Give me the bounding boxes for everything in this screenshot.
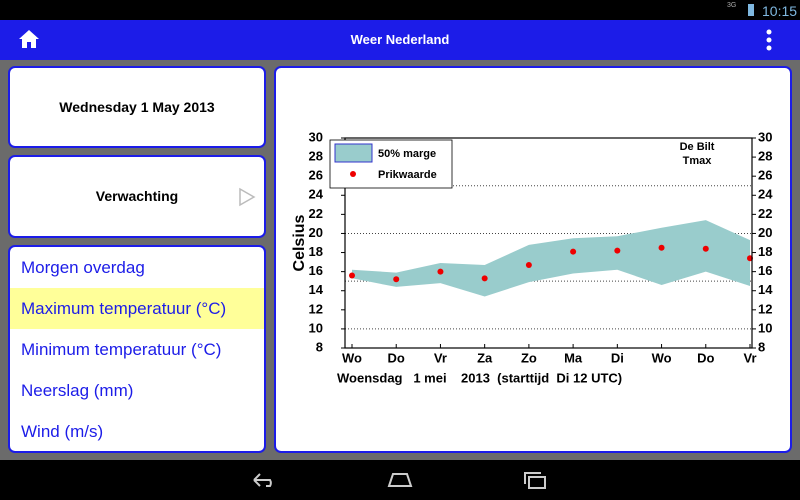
y2-tick-label: 24 [758, 187, 773, 202]
date-text: Wednesday 1 May 2013 [59, 99, 215, 115]
legend-label: Prikwaarde [378, 169, 437, 181]
battery-icon [748, 4, 754, 16]
network: 3G [727, 2, 737, 9]
point [437, 268, 444, 275]
x-tick-label: Wo [652, 350, 672, 365]
x-tick-label: Zo [521, 350, 537, 365]
menu-item[interactable]: Neerslag (mm) [21, 381, 134, 400]
y-tick-label: 30 [309, 129, 323, 144]
y2-tick-label: 14 [758, 282, 773, 297]
recents-button[interactable] [520, 470, 550, 490]
x-tick-label: Za [477, 350, 493, 365]
clock: 10:15 [762, 3, 798, 19]
status-bar: 3G 10:15 [0, 0, 800, 20]
y-tick-label: 24 [309, 187, 324, 202]
band-area [352, 220, 750, 297]
annotation: De Bilt [680, 141, 715, 153]
y-tick-label: 16 [309, 263, 323, 278]
point [570, 248, 577, 255]
nav-bar [0, 460, 800, 500]
x-tick-label: Di [611, 350, 624, 365]
y-tick-label: 10 [309, 320, 323, 335]
y-tick-label: 14 [309, 282, 324, 297]
point [349, 272, 355, 279]
annotation: Tmax [683, 155, 713, 167]
app-title: Weer Nederland [350, 32, 450, 47]
menu-item[interactable]: Wind (m/s) [21, 422, 104, 441]
y2-tick-label: 12 [758, 301, 772, 316]
menu-card: Morgen overdag Maximum temperatuur (°C) Mi… [8, 245, 266, 453]
point [393, 276, 400, 283]
plot-frame [344, 137, 753, 349]
y-axis-label: Celsius [291, 214, 308, 271]
play-icon [239, 187, 256, 207]
y2-tick-label: 28 [758, 149, 772, 164]
menu-item[interactable]: Morgen overdag [21, 258, 145, 277]
x-tick-label: Do [388, 350, 405, 365]
legend-label: 50% marge [378, 148, 436, 160]
date-card: Wednesday 1 May 2013 [8, 66, 266, 148]
app-bar: Weer Nederland [0, 20, 800, 60]
x-caption: Woensdag 1 mei 2013 (starttijd Di 12 UTC… [337, 370, 622, 385]
y2-tick-label: 16 [758, 263, 772, 278]
point [658, 244, 665, 251]
y-tick-label: 20 [309, 225, 323, 240]
point [614, 247, 621, 254]
x-tick-label: Wo [342, 350, 362, 365]
y2-tick-label: 10 [758, 320, 772, 335]
home-button[interactable] [18, 29, 40, 49]
y2-tick-label: 18 [758, 244, 772, 259]
menu-item[interactable]: Minimum temperatuur (°C) [21, 340, 222, 359]
point [481, 275, 488, 282]
y-tick-label: 12 [309, 301, 323, 316]
forecast-text: Verwachting [95, 188, 179, 204]
back-button[interactable] [250, 470, 280, 490]
x-tick-label: Do [697, 350, 714, 365]
y2-tick-label: 26 [758, 168, 772, 183]
y2-tick-label: 22 [758, 206, 772, 221]
y2-tick-label: 30 [758, 129, 772, 144]
y-tick-label: 18 [309, 244, 323, 259]
y2-tick-label: 20 [758, 225, 772, 240]
x-tick-label: Vr [434, 350, 447, 365]
overflow-menu[interactable] [765, 28, 773, 52]
y2-tick-label: 8 [758, 339, 765, 354]
y-tick-label: 8 [316, 339, 323, 354]
x-tick-label: Ma [564, 350, 583, 365]
y-tick-label: 28 [309, 149, 323, 164]
point [525, 261, 532, 268]
legend-swatch [334, 143, 373, 163]
x-tick-label: Vr [743, 350, 756, 365]
y-tick-label: 26 [309, 168, 323, 183]
legend-dot [350, 171, 356, 177]
menu-item[interactable]: Maximum temperatuur (°C) [10, 288, 264, 329]
point [702, 245, 709, 252]
y-tick-label: 22 [309, 206, 323, 221]
forecast-card[interactable]: Verwachting [8, 155, 266, 238]
home-nav-button[interactable] [385, 470, 415, 490]
